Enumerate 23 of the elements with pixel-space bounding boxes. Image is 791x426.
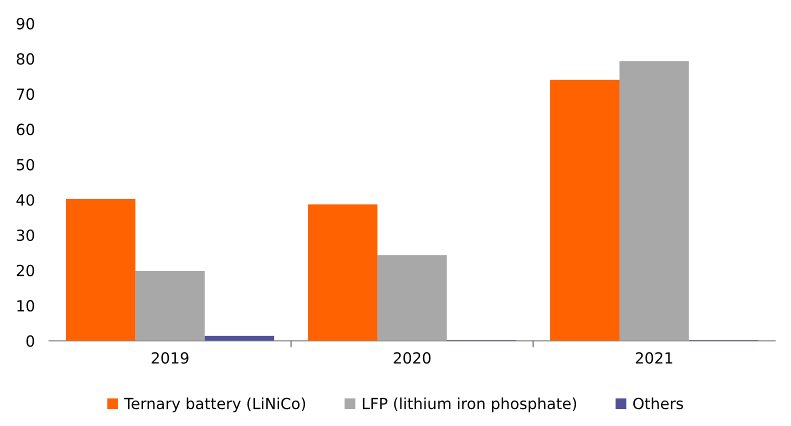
y-tick-label: 0: [26, 335, 34, 347]
legend-label: Ternary battery (LiNiCo): [124, 397, 306, 412]
legend-label: Others: [633, 397, 684, 410]
y-tick-label: 20: [16, 264, 34, 276]
bar: [66, 199, 136, 341]
x-tick-label: 2021: [636, 352, 672, 364]
y-tick-label: 30: [16, 229, 34, 242]
y-tick-label: 50: [16, 158, 34, 171]
y-tick-label: 60: [16, 124, 34, 136]
y-tick-label: 70: [16, 88, 34, 100]
bar: [550, 80, 620, 341]
bar: [377, 255, 447, 341]
x-tick-label: 2020: [394, 352, 431, 364]
y-tick-label: 90: [16, 18, 34, 30]
y-tick-label: 80: [16, 53, 34, 65]
bar: [135, 270, 205, 341]
bar: [619, 61, 689, 341]
bar: [204, 336, 274, 341]
y-tick-label: 10: [17, 300, 34, 312]
x-tick-label: 2019: [152, 352, 188, 364]
y-tick-label: 40: [16, 194, 34, 206]
legend-label: LFP (lithium iron phosphate): [362, 397, 576, 412]
bar: [308, 204, 378, 341]
